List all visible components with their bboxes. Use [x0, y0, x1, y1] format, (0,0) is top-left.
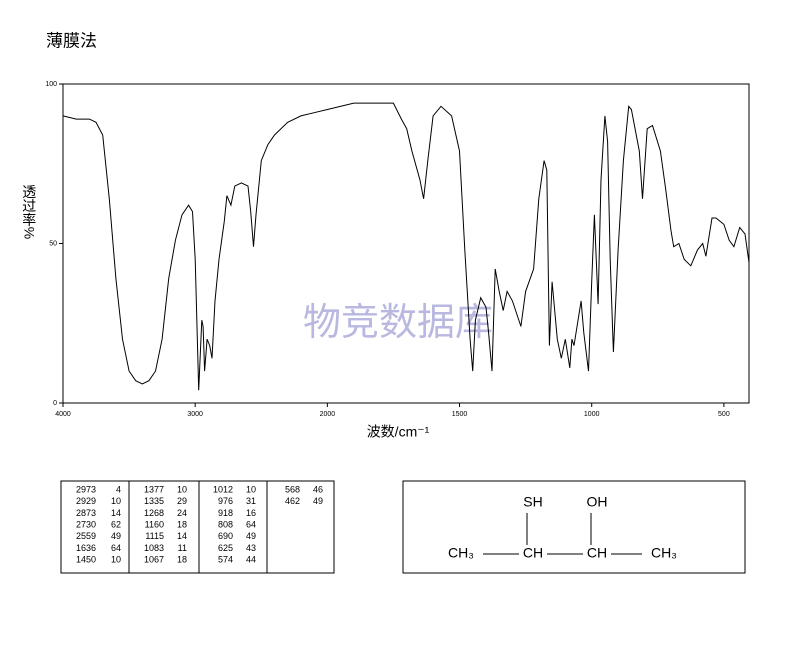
- substituent: OH: [587, 494, 608, 510]
- peak-wavenumber: 1450: [76, 555, 96, 565]
- peak-transmittance: 14: [111, 508, 121, 518]
- peak-wavenumber: 1377: [144, 484, 164, 494]
- watermark: 物竞数据库: [303, 302, 493, 344]
- x-tick-label: 1500: [452, 411, 468, 418]
- peak-wavenumber: 1115: [145, 531, 164, 541]
- peak-wavenumber: 976: [218, 496, 233, 506]
- spectrum-line: [62, 102, 750, 391]
- peak-wavenumber: 690: [218, 531, 233, 541]
- x-tick-label: 1000: [584, 411, 600, 418]
- peak-wavenumber: 1012: [213, 484, 233, 494]
- peak-transmittance: 49: [246, 531, 256, 541]
- chart-title: 薄膜法: [46, 31, 97, 50]
- y-tick-label: 100: [45, 81, 57, 88]
- peak-transmittance: 64: [111, 543, 121, 553]
- x-axis-label: 波数/cm⁻¹: [367, 424, 430, 440]
- x-tick-label: 500: [718, 411, 730, 418]
- plot-frame: [62, 83, 750, 404]
- peak-transmittance: 29: [177, 496, 187, 506]
- peak-wavenumber: 2730: [76, 519, 96, 529]
- substituent: SH: [523, 494, 542, 510]
- peak-wavenumber: 625: [218, 543, 233, 553]
- peak-transmittance: 62: [111, 519, 121, 529]
- chain-group: CH₃: [448, 545, 474, 561]
- peak-transmittance: 24: [177, 508, 187, 518]
- peak-transmittance: 18: [177, 519, 187, 529]
- peak-transmittance: 10: [177, 484, 187, 494]
- peak-transmittance: 18: [177, 555, 187, 565]
- peak-transmittance: 10: [111, 555, 121, 565]
- x-tick-label: 4000: [55, 411, 71, 418]
- peak-transmittance: 11: [178, 543, 187, 553]
- peak-transmittance: 14: [177, 531, 187, 541]
- chain-group: CH: [587, 545, 607, 561]
- peak-transmittance: 16: [246, 508, 256, 518]
- peak-wavenumber: 462: [285, 496, 300, 506]
- peak-transmittance: 43: [246, 543, 256, 553]
- y-tick-label: 50: [49, 240, 57, 247]
- x-tick-label: 3000: [187, 411, 203, 418]
- peak-wavenumber: 918: [218, 508, 233, 518]
- y-axis-label: 透过率%: [21, 185, 37, 239]
- peak-wavenumber: 1083: [144, 543, 164, 553]
- peak-wavenumber: 1160: [145, 519, 164, 529]
- peak-wavenumber: 2929: [76, 496, 96, 506]
- peak-transmittance: 10: [111, 496, 121, 506]
- x-tick-label: 2000: [320, 411, 336, 418]
- y-tick-label: 0: [53, 400, 57, 407]
- peak-transmittance: 46: [313, 484, 323, 494]
- peak-transmittance: 44: [246, 555, 256, 565]
- structure-frame: [402, 480, 746, 574]
- peak-wavenumber: 1067: [144, 555, 164, 565]
- chain-group: CH: [523, 545, 543, 561]
- peak-wavenumber: 808: [218, 519, 233, 529]
- peak-wavenumber: 2559: [76, 531, 96, 541]
- peak-transmittance: 64: [246, 519, 256, 529]
- peak-wavenumber: 1636: [76, 543, 96, 553]
- peak-table-frame: [60, 480, 335, 574]
- peak-transmittance: 4: [116, 484, 121, 494]
- peak-wavenumber: 1335: [144, 496, 164, 506]
- peak-transmittance: 49: [313, 496, 323, 506]
- peak-transmittance: 10: [246, 484, 256, 494]
- peak-wavenumber: 574: [218, 555, 233, 565]
- peak-wavenumber: 2873: [76, 508, 96, 518]
- chain-group: CH₃: [651, 545, 677, 561]
- peak-transmittance: 49: [111, 531, 121, 541]
- peak-wavenumber: 2973: [76, 484, 96, 494]
- peak-transmittance: 31: [246, 496, 256, 506]
- peak-wavenumber: 568: [285, 484, 300, 494]
- peak-wavenumber: 1268: [144, 508, 164, 518]
